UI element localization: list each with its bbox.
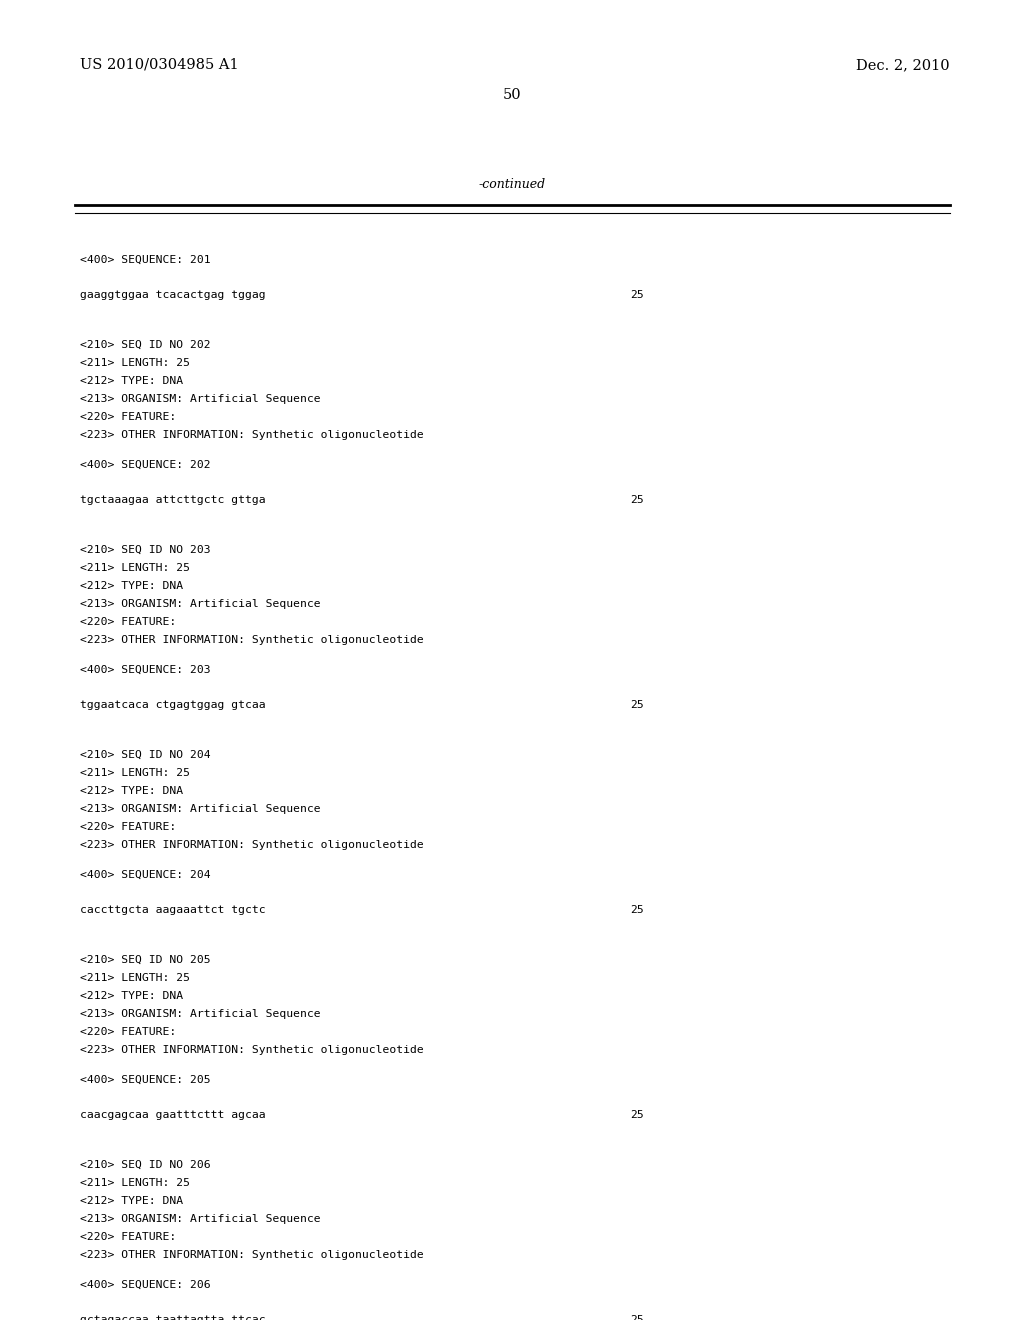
Text: <211> LENGTH: 25: <211> LENGTH: 25	[80, 973, 190, 983]
Text: <213> ORGANISM: Artificial Sequence: <213> ORGANISM: Artificial Sequence	[80, 1008, 321, 1019]
Text: 25: 25	[630, 1110, 644, 1119]
Text: gaaggtggaa tcacactgag tggag: gaaggtggaa tcacactgag tggag	[80, 290, 265, 300]
Text: US 2010/0304985 A1: US 2010/0304985 A1	[80, 58, 239, 73]
Text: <400> SEQUENCE: 205: <400> SEQUENCE: 205	[80, 1074, 211, 1085]
Text: <210> SEQ ID NO 203: <210> SEQ ID NO 203	[80, 545, 211, 554]
Text: <220> FEATURE:: <220> FEATURE:	[80, 822, 176, 832]
Text: <212> TYPE: DNA: <212> TYPE: DNA	[80, 581, 183, 591]
Text: <220> FEATURE:: <220> FEATURE:	[80, 1027, 176, 1038]
Text: <212> TYPE: DNA: <212> TYPE: DNA	[80, 785, 183, 796]
Text: <212> TYPE: DNA: <212> TYPE: DNA	[80, 376, 183, 385]
Text: <220> FEATURE:: <220> FEATURE:	[80, 1232, 176, 1242]
Text: <400> SEQUENCE: 204: <400> SEQUENCE: 204	[80, 870, 211, 880]
Text: <223> OTHER INFORMATION: Synthetic oligonucleotide: <223> OTHER INFORMATION: Synthetic oligo…	[80, 635, 424, 645]
Text: 25: 25	[630, 700, 644, 710]
Text: <211> LENGTH: 25: <211> LENGTH: 25	[80, 358, 190, 368]
Text: <210> SEQ ID NO 202: <210> SEQ ID NO 202	[80, 341, 211, 350]
Text: 25: 25	[630, 906, 644, 915]
Text: <400> SEQUENCE: 206: <400> SEQUENCE: 206	[80, 1280, 211, 1290]
Text: <220> FEATURE:: <220> FEATURE:	[80, 412, 176, 422]
Text: -continued: -continued	[478, 178, 546, 191]
Text: <210> SEQ ID NO 205: <210> SEQ ID NO 205	[80, 954, 211, 965]
Text: <211> LENGTH: 25: <211> LENGTH: 25	[80, 1177, 190, 1188]
Text: 25: 25	[630, 1315, 644, 1320]
Text: <213> ORGANISM: Artificial Sequence: <213> ORGANISM: Artificial Sequence	[80, 1214, 321, 1224]
Text: <400> SEQUENCE: 202: <400> SEQUENCE: 202	[80, 459, 211, 470]
Text: <212> TYPE: DNA: <212> TYPE: DNA	[80, 1196, 183, 1206]
Text: <211> LENGTH: 25: <211> LENGTH: 25	[80, 564, 190, 573]
Text: <223> OTHER INFORMATION: Synthetic oligonucleotide: <223> OTHER INFORMATION: Synthetic oligo…	[80, 840, 424, 850]
Text: tgctaaagaa attcttgctc gttga: tgctaaagaa attcttgctc gttga	[80, 495, 265, 506]
Text: <223> OTHER INFORMATION: Synthetic oligonucleotide: <223> OTHER INFORMATION: Synthetic oligo…	[80, 1045, 424, 1055]
Text: <211> LENGTH: 25: <211> LENGTH: 25	[80, 768, 190, 777]
Text: <210> SEQ ID NO 206: <210> SEQ ID NO 206	[80, 1160, 211, 1170]
Text: tggaatcaca ctgagtggag gtcaa: tggaatcaca ctgagtggag gtcaa	[80, 700, 265, 710]
Text: gctagaccaa taattagtta ttcac: gctagaccaa taattagtta ttcac	[80, 1315, 265, 1320]
Text: <213> ORGANISM: Artificial Sequence: <213> ORGANISM: Artificial Sequence	[80, 599, 321, 609]
Text: <213> ORGANISM: Artificial Sequence: <213> ORGANISM: Artificial Sequence	[80, 804, 321, 814]
Text: <212> TYPE: DNA: <212> TYPE: DNA	[80, 991, 183, 1001]
Text: <223> OTHER INFORMATION: Synthetic oligonucleotide: <223> OTHER INFORMATION: Synthetic oligo…	[80, 1250, 424, 1261]
Text: caccttgcta aagaaattct tgctc: caccttgcta aagaaattct tgctc	[80, 906, 265, 915]
Text: 50: 50	[503, 88, 521, 102]
Text: <400> SEQUENCE: 203: <400> SEQUENCE: 203	[80, 665, 211, 675]
Text: <213> ORGANISM: Artificial Sequence: <213> ORGANISM: Artificial Sequence	[80, 393, 321, 404]
Text: <220> FEATURE:: <220> FEATURE:	[80, 616, 176, 627]
Text: <400> SEQUENCE: 201: <400> SEQUENCE: 201	[80, 255, 211, 265]
Text: 25: 25	[630, 495, 644, 506]
Text: <223> OTHER INFORMATION: Synthetic oligonucleotide: <223> OTHER INFORMATION: Synthetic oligo…	[80, 430, 424, 440]
Text: 25: 25	[630, 290, 644, 300]
Text: Dec. 2, 2010: Dec. 2, 2010	[856, 58, 950, 73]
Text: <210> SEQ ID NO 204: <210> SEQ ID NO 204	[80, 750, 211, 760]
Text: caacgagcaa gaatttcttt agcaa: caacgagcaa gaatttcttt agcaa	[80, 1110, 265, 1119]
